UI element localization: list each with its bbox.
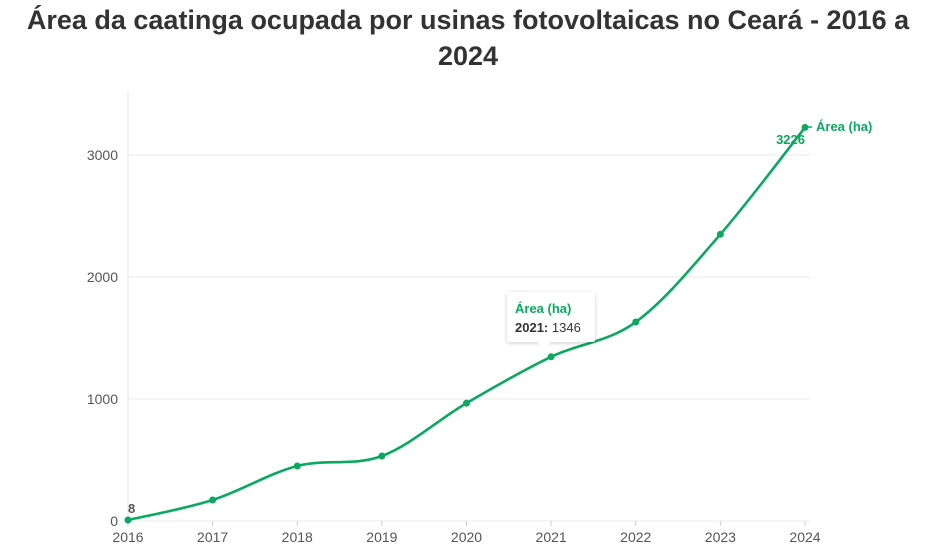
data-point-2022[interactable] [632, 318, 640, 326]
tooltip-year: 2021: [515, 320, 549, 335]
tooltip-arrow [537, 342, 551, 349]
y-tick-label: 1000 [87, 391, 118, 407]
series-points [124, 123, 809, 524]
x-tick-label: 2021 [536, 529, 567, 545]
data-point-2023[interactable] [716, 230, 724, 238]
tooltip-series: Área (ha) [515, 301, 572, 316]
x-tick-label: 2018 [282, 529, 313, 545]
series-line [127, 126, 807, 522]
x-tick-label: 2017 [197, 529, 228, 545]
data-point-2018[interactable] [293, 462, 301, 470]
data-point-2017[interactable] [209, 496, 217, 504]
data-point-2019[interactable] [378, 452, 386, 460]
x-axis-ticks: 2016 2017 2018 2019 2020 2021 2022 2023 2024 [112, 521, 821, 545]
data-point-2016[interactable] [124, 516, 132, 524]
x-tick-label: 2019 [366, 529, 397, 545]
y-tick-label: 2000 [87, 269, 118, 285]
y-axis-ticks: 0 1000 2000 3000 [87, 147, 118, 529]
data-label-first: 8 [128, 501, 135, 516]
data-point-2020[interactable] [463, 399, 470, 407]
chart-title: Área da caatinga ocupada por usinas foto… [26, 5, 910, 71]
x-tick-label: 2023 [705, 529, 736, 545]
data-label-last: 3226 [776, 132, 805, 147]
x-tick-label: 2016 [112, 529, 143, 545]
y-tick-label: 0 [110, 513, 118, 529]
x-tick-label: 2022 [620, 529, 651, 545]
gridlines [127, 90, 810, 522]
tooltip-value: 1346 [551, 320, 581, 335]
y-tick-label: 3000 [87, 147, 118, 163]
x-tick-label: 2020 [451, 529, 482, 545]
x-tick-label: 2024 [789, 529, 820, 545]
series-end-label: Área (ha) [816, 119, 872, 134]
tooltip: Área (ha) 2021: 1346 [507, 292, 595, 349]
data-point-2021[interactable] [547, 353, 555, 361]
tooltip-value-row: 2021: 1346 [515, 320, 581, 335]
